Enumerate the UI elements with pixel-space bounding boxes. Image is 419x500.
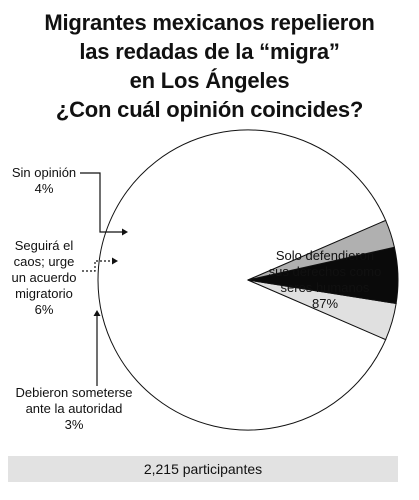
- slice-label-line: Sin opinión: [11, 165, 77, 180]
- label-seguira-caos: Seguirá el caos; urge un acuerdo migrato…: [0, 238, 88, 318]
- title-line: las redadas de la “migra”: [79, 39, 340, 64]
- slice-value-label: 6%: [34, 302, 54, 317]
- slice-label-line: ante la autoridad: [25, 401, 123, 416]
- chart-title: Migrantes mexicanos repelieron las redad…: [0, 8, 419, 124]
- leader-arrow-seguira-caos: [112, 257, 118, 265]
- slice-value-label: 3%: [64, 417, 84, 432]
- slice-value-label: 4%: [34, 181, 54, 196]
- slice-label-line: Seguirá el: [14, 238, 74, 253]
- slice-defendieron: [97, 129, 387, 431]
- label-sin-opinion: Sin opinión 4%: [0, 165, 88, 197]
- slice-label-line: Debieron someterse: [15, 385, 133, 400]
- leader-arrow-sin-opinion: [122, 228, 128, 236]
- slice-label-line: seres humanos: [280, 280, 370, 295]
- leader-line-seguira-caos: [82, 260, 112, 272]
- participants-footer: 2,215 participantes: [8, 456, 398, 482]
- leader-arrow-someterse: [93, 310, 101, 316]
- title-line: en Los Ángeles: [129, 68, 290, 93]
- label-someterse: Debieron someterse ante la autoridad 3%: [6, 385, 142, 433]
- slice-label-line: caos; urge: [13, 254, 75, 269]
- slice-label-line: Solo defendieron: [275, 248, 375, 263]
- label-defendieron: Solo defendieron sus derechos como seres…: [255, 248, 395, 312]
- slice-someterse: [247, 219, 395, 281]
- participants-count: 2,215 participantes: [143, 461, 263, 477]
- slice-label-line: migratorio: [15, 286, 73, 301]
- title-line: ¿Con cuál opinión coincides?: [55, 97, 364, 122]
- slice-value-label: 87%: [311, 296, 339, 311]
- title-line: Migrantes mexicanos repelieron: [44, 10, 375, 35]
- slice-label-line: sus derechos como: [268, 264, 382, 279]
- leader-line-sin-opinion: [80, 172, 124, 233]
- slice-label-line: un acuerdo: [11, 270, 77, 285]
